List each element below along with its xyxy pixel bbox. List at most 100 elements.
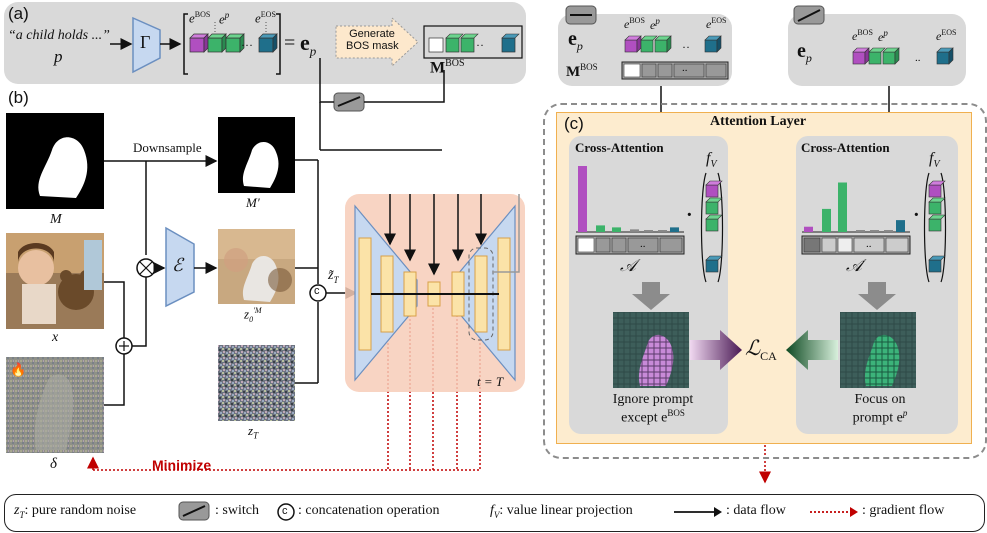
top-left-ep: ep — [568, 28, 583, 53]
line-x-to-add — [104, 281, 125, 338]
unet-diagram — [354, 194, 520, 382]
top-left-ebos: eBOS — [624, 16, 645, 31]
legend-concat: : concatenation operation — [298, 503, 440, 518]
top-left-eeos: eEOS — [706, 16, 727, 31]
ep-token-label: ep — [219, 10, 230, 27]
bracket-left — [183, 13, 188, 75]
attention-bar-right-4 — [870, 230, 879, 232]
legend-gradient-flow: : gradient flow — [862, 503, 945, 518]
perturbation-delta-image — [6, 357, 104, 453]
cross-attention-right-title: Cross-Attention — [801, 140, 890, 155]
mask-M-prime-caption: M′ — [246, 195, 260, 210]
attention-map-left — [613, 312, 689, 388]
generate-bos-mask-arrow — [335, 16, 419, 68]
top-left-mbos: MBOS — [566, 62, 598, 80]
equals-sign: = — [284, 32, 296, 54]
line-delta-to-add — [104, 354, 125, 406]
concat-symbol: c — [314, 285, 320, 297]
noise-zt-image — [218, 345, 295, 421]
fv-left-label: fV — [706, 150, 717, 171]
top-right-dots: .. — [915, 52, 921, 64]
token-dots: ··· — [241, 38, 253, 52]
attention-bar-right-3 — [856, 230, 865, 232]
legend-concat-symbol: c — [282, 505, 288, 517]
attention-map-right — [840, 312, 916, 388]
mask-M-prime-image — [218, 117, 295, 193]
attention-bar-left-5 — [658, 230, 667, 232]
value-vectors-left — [700, 172, 724, 283]
attention-bar-chart-right — [802, 182, 910, 233]
mask-M-image — [6, 113, 104, 209]
z0m-caption: z0′M — [244, 306, 262, 324]
token-cube-p2 — [225, 33, 245, 53]
prompt-variable: p — [54, 47, 63, 66]
dot-product-left: · — [686, 204, 693, 226]
vae-encoder — [165, 226, 195, 308]
focus-prompt-caption: Focus on prompt ep — [852, 392, 908, 426]
panel-c-label: (c) — [564, 114, 584, 133]
encoder-gamma-label: Γ — [140, 32, 151, 52]
top-right-cubes — [852, 47, 954, 65]
attention-bar-left-4 — [644, 230, 653, 232]
latent-z0m-image — [218, 229, 295, 304]
switch-closed-icon — [565, 5, 597, 25]
panel-b-label: (b) — [8, 88, 29, 107]
switch-open-icon — [793, 5, 825, 25]
eeos-label: eEOS — [255, 10, 276, 26]
top-right-eeos: eEOS — [936, 28, 957, 43]
attention-bar-left-1 — [596, 225, 605, 232]
down-arrow-left — [632, 282, 670, 310]
down-arrow-right — [858, 282, 896, 310]
ignore-prompt-caption: Ignore prompt except eBOS — [612, 392, 694, 426]
minimize-label: Minimize — [152, 457, 212, 473]
attention-bar-left-0 — [578, 166, 587, 232]
mask-dots-left: .. — [640, 238, 646, 250]
top-right-ep-tok: ep — [878, 28, 888, 44]
mask-dots-a: ·· — [476, 38, 484, 52]
top-left-mask-dots: .. — [682, 62, 688, 74]
top-left-dots: ·· — [682, 40, 690, 54]
zt-caption: zT — [248, 423, 259, 441]
loss-ca-label: ℒCA — [745, 336, 777, 364]
text-encoder-gamma — [132, 16, 161, 74]
top-left-mask-bar — [621, 61, 729, 80]
attention-bar-left-2 — [612, 227, 621, 232]
ebos-label: eBOS — [189, 10, 211, 26]
encoder-E-label: ℰ — [172, 255, 183, 275]
legend-zt: zT: pure random noise — [14, 503, 137, 520]
legend-concat-icon — [277, 503, 295, 521]
cross-attention-left-title: Cross-Attention — [575, 140, 664, 155]
legend-box — [4, 494, 985, 532]
attention-bar-left-3 — [630, 229, 639, 232]
attention-bar-chart-left — [576, 166, 684, 233]
legend-switch: : switch — [215, 503, 259, 518]
arrow-right-map-to-loss — [786, 330, 838, 370]
mbos-mask-panel-a — [423, 25, 523, 59]
attention-bar-right-1 — [822, 208, 831, 232]
delta-caption: δ — [50, 456, 57, 472]
attention-bar-right-2 — [838, 182, 847, 232]
token-cube-p1 — [207, 33, 227, 53]
attention-bar-right-0 — [804, 226, 813, 232]
zt-tilde-label: z̃T — [328, 268, 339, 285]
attention-A-left: 𝒜 — [620, 256, 637, 275]
image-x-caption: x — [52, 330, 59, 345]
legend-switch-icon — [178, 501, 210, 521]
legend-fv: fV: value linear projection — [490, 503, 633, 520]
attention-A-right: 𝒜· — [846, 256, 865, 275]
ep-bold-label: ep — [300, 30, 317, 59]
bracket-right — [276, 13, 281, 75]
fv-right-label: fV — [929, 150, 940, 171]
mask-M-caption: M — [50, 212, 62, 227]
attention-mask-bar-left — [575, 235, 685, 255]
top-left-ep-tok: ep — [650, 16, 660, 32]
legend-data-flow: : data flow — [726, 503, 786, 518]
timestep-label: t = T — [477, 374, 504, 389]
top-right-ebos: eBOS — [852, 28, 873, 43]
generate-bos-mask-text: Generate BOS mask — [346, 28, 399, 52]
prompt-text: “a child holds ...” — [8, 28, 110, 43]
top-right-ep: ep — [797, 40, 812, 65]
